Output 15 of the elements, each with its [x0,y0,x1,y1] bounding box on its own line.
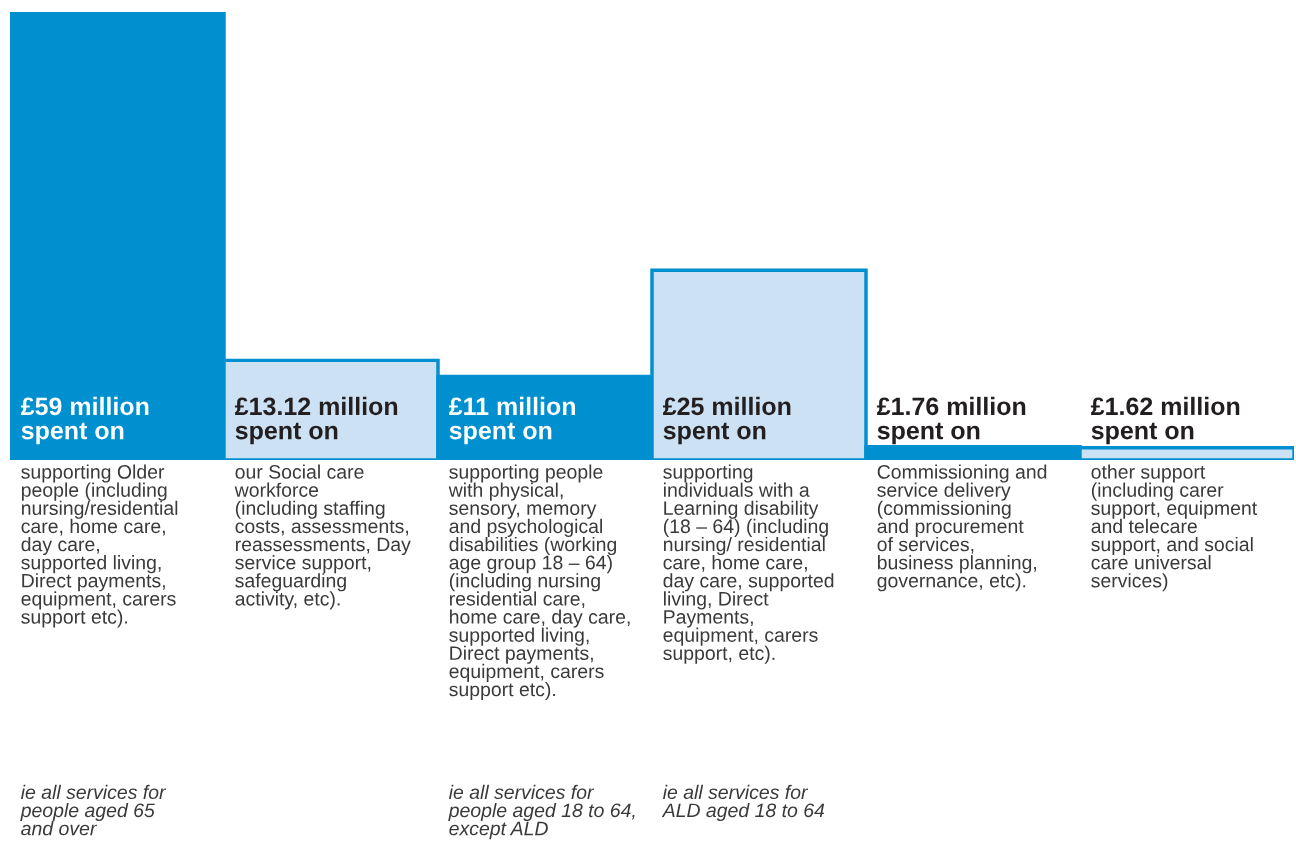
category-label: supporting individuals with a Learning disability (18 – 64) (including nursing/ residential care, home care, day care, supported living, Direct Payments, equipment, carers support, etc). [663,464,834,664]
data-label: £11 million spent on [448,396,575,445]
x-tick-label: our Social care workforce (including staffing costs, assessments, reassessments, Day service support, safeguarding activity, etc). [234,464,411,610]
x-tick-label: Commissioning and service delivery (commissioning and procurement of services, business planning, governance, etc). [877,464,1047,592]
data-label: £25 million spent on [662,396,791,445]
text: ie all services for people aged 65 and over [20,784,167,836]
text: ie all services for ALD aged 18 to 64 [661,784,825,822]
data-label: £1.76 million spent on [876,396,1026,445]
text: ie all services for people aged 18 to 64, except ALD [448,784,635,840]
data-label: £13.12 million spent on [234,396,398,445]
data-label: £59 million spent on [20,396,149,445]
data-label: £1.62 million spent on [1090,396,1240,445]
category-label: supporting people with physical, sensory, memory and psychological disabilities (working age group 18 – 64) (including nursing residential care, home care, day care, supported living, Direct payments, equipment, carers support etc). [448,464,630,701]
x-tick-label: other support (including carer support, equipment and telecare support, and social care universal services) [1091,464,1258,592]
category-label: supporting Older people (including nursing/residential care, home care, day care, supported living, Direct payments, equipment, carers support etc). [21,464,178,628]
